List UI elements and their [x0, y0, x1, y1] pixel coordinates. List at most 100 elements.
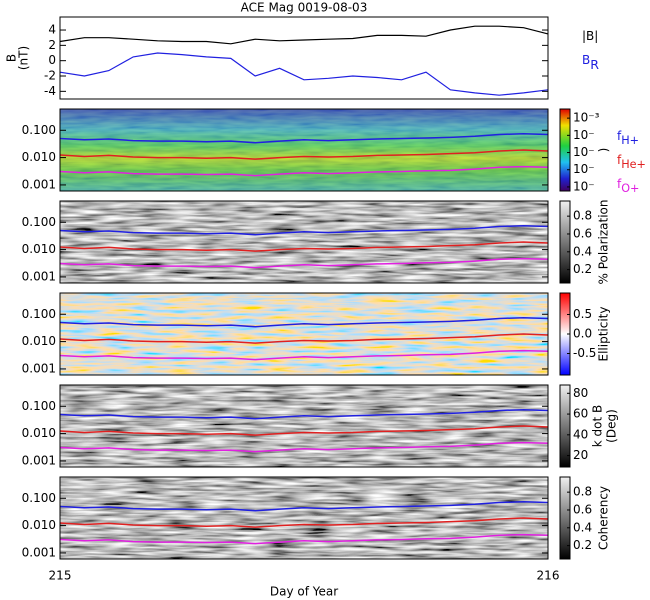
- legend-name: f: [617, 177, 622, 191]
- colorbar-tick-label: 80: [573, 386, 588, 400]
- spectrogram-texture: [60, 477, 548, 559]
- y-tick-label: 0.100: [22, 307, 56, 321]
- colorbar-tick-label: 10⁻³: [573, 111, 600, 125]
- legend-subscript: O+: [621, 182, 639, 195]
- colorbar-tick-label: 0.5: [573, 307, 592, 321]
- frequency-line: [59, 257, 549, 269]
- colorbar-tick-label: 40: [573, 427, 588, 441]
- data-line: [59, 25, 549, 45]
- colorbar-tick-label: 10⁻: [573, 145, 595, 159]
- legend-entry: |B|: [582, 29, 598, 43]
- y-tick-label: 0.100: [22, 123, 56, 137]
- plot-frame: [59, 384, 549, 468]
- frequency-line: [59, 149, 549, 160]
- colorbar-tick-label: 0.2: [573, 538, 592, 552]
- colorbar: [559, 108, 571, 192]
- colorbar-tick-label: 0.0: [573, 327, 592, 341]
- colorbar-tick-label: 0.8: [573, 209, 592, 223]
- y-tick-label: 0.010: [22, 242, 56, 256]
- frequency-line: [59, 132, 549, 144]
- colorbar-label: k dot B: [591, 405, 605, 447]
- colorbar-tick-label: 0.2: [573, 262, 592, 276]
- frequency-line: [59, 316, 549, 328]
- colorbar-label: (Deg): [605, 409, 619, 443]
- y-tick-label: 0: [48, 53, 56, 67]
- colorbar-tick-label: 0.4: [573, 244, 592, 258]
- panel: 0.5 0.0 -0.5 Ellipticity 0.100 0.010 0.001: [22, 292, 611, 376]
- legend-entry: fH+: [617, 129, 639, 148]
- frequency-line: [59, 224, 549, 236]
- frequency-line: [59, 165, 549, 177]
- y-tick-label: 0.100: [22, 399, 56, 413]
- colorbar: [559, 476, 571, 560]
- panel: 80 60 40 20k dot B (Deg) 0.100 0.010 0.001: [22, 384, 619, 468]
- plot-frame: [59, 200, 549, 284]
- spectrogram-texture: [60, 385, 548, 467]
- y-tick-label: 0.001: [22, 545, 56, 559]
- y-tick-label: 4: [48, 23, 56, 37]
- colorbar-tick-label: 20: [573, 448, 588, 462]
- y-tick-label: 0.010: [22, 426, 56, 440]
- y-tick-label: 2: [48, 38, 56, 52]
- legend-name: f: [617, 153, 622, 167]
- y-tick-label: -2: [44, 69, 56, 83]
- y-axis-label: (nT): [17, 46, 31, 70]
- legend-entry: fO+: [617, 177, 639, 196]
- frequency-line: [59, 441, 549, 453]
- colorbar-tick-label: 10⁻: [573, 162, 595, 176]
- legend-entry: BR: [582, 53, 599, 72]
- colorbar-tick-label: 0.6: [573, 226, 592, 240]
- colorbar-label: % Polarization: [597, 200, 611, 285]
- plot-frame: [59, 108, 549, 192]
- y-axis-label: B: [5, 54, 19, 62]
- plot-frame: [59, 292, 549, 376]
- y-tick-label: -4: [44, 84, 56, 98]
- y-tick-label: 0.100: [22, 491, 56, 505]
- frequency-line: [59, 425, 549, 436]
- colorbar: [559, 384, 571, 468]
- legend-name: B: [582, 53, 590, 67]
- legend-subscript: H+: [621, 134, 639, 147]
- y-tick-label: 0.001: [22, 177, 56, 191]
- frequency-line: [59, 408, 549, 420]
- spectrogram-texture: [60, 201, 548, 283]
- panel: B(nT) -4-2 024: [5, 16, 549, 100]
- y-tick-label: 0.010: [22, 150, 56, 164]
- panel: 10⁻³ 10⁻ 10⁻ 10⁻ 10⁻) 0.100 0.010 0.001: [22, 108, 611, 193]
- frequency-line: [59, 517, 549, 528]
- colorbar-label: ): [597, 148, 611, 153]
- spectrogram-texture: [60, 109, 548, 191]
- colorbar-tick-label: 0.4: [573, 520, 592, 534]
- x-tick-label: 216: [537, 569, 560, 583]
- y-tick-label: 0.100: [22, 215, 56, 229]
- frequency-line: [59, 500, 549, 512]
- y-tick-label: 0.010: [22, 334, 56, 348]
- legend-name: f: [617, 129, 622, 143]
- panel: 0.8 0.6 0.4 0.2 Coherency 0.100 0.010 0.001: [22, 476, 611, 560]
- y-tick-label: 0.010: [22, 518, 56, 532]
- colorbar: [559, 200, 571, 284]
- legend-name: |B|: [582, 29, 598, 43]
- x-axis-label: Day of Year: [270, 585, 338, 599]
- colorbar-tick-label: 60: [573, 407, 588, 421]
- plot-frame: [59, 476, 549, 560]
- colorbar-label: Ellipticity: [597, 307, 611, 362]
- colorbar-tick-label: 0.6: [573, 502, 592, 516]
- frequency-line: [59, 333, 549, 344]
- colorbar-tick-label: 0.8: [573, 485, 592, 499]
- colorbar-label: Coherency: [597, 486, 611, 550]
- legend-subscript: He+: [621, 158, 646, 171]
- chart-title: ACE Mag 0019-08-03: [241, 1, 368, 15]
- legend-subscript: R: [590, 57, 599, 72]
- legend-entry: fHe+: [617, 153, 646, 172]
- frequency-line: [59, 533, 549, 545]
- frequency-line: [59, 241, 549, 252]
- colorbar-tick-label: 10⁻: [573, 179, 595, 193]
- plot-frame: [59, 16, 549, 100]
- frequency-line: [59, 349, 549, 361]
- colorbar-tick-label: -0.5: [573, 346, 596, 360]
- data-line: [59, 52, 549, 96]
- y-tick-label: 0.001: [22, 269, 56, 283]
- colorbar-tick-label: 10⁻: [573, 128, 595, 142]
